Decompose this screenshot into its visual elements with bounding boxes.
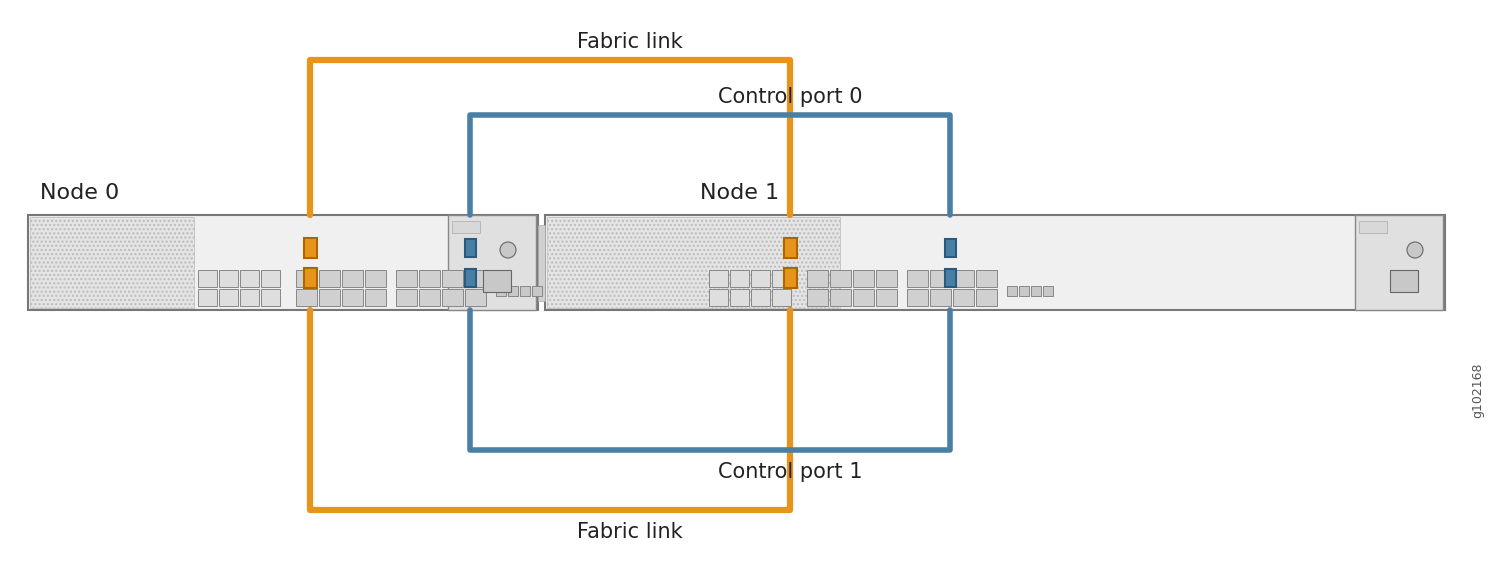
Bar: [807, 289, 828, 306]
Bar: [396, 289, 417, 306]
Bar: [710, 289, 728, 306]
Bar: [448, 215, 536, 310]
Bar: [1390, 270, 1417, 292]
Bar: [442, 270, 464, 287]
Circle shape: [1407, 242, 1424, 258]
Bar: [496, 286, 507, 296]
Bar: [752, 270, 770, 287]
Bar: [240, 289, 260, 306]
Text: Control port 0: Control port 0: [717, 87, 862, 107]
Bar: [520, 286, 531, 296]
Bar: [297, 289, 318, 306]
Text: g102168: g102168: [1472, 362, 1485, 418]
Bar: [420, 270, 441, 287]
Bar: [710, 270, 728, 287]
Text: Fabric link: Fabric link: [578, 522, 682, 542]
Bar: [396, 270, 417, 287]
Bar: [783, 267, 796, 288]
Circle shape: [500, 242, 516, 258]
Text: Control port 1: Control port 1: [717, 462, 862, 482]
Bar: [442, 289, 464, 306]
Bar: [366, 289, 387, 306]
Bar: [908, 289, 928, 306]
Bar: [219, 270, 239, 287]
Bar: [1019, 286, 1029, 296]
Bar: [452, 221, 480, 233]
Bar: [930, 289, 951, 306]
Bar: [483, 270, 512, 292]
Bar: [830, 289, 850, 306]
Text: Node 1: Node 1: [700, 183, 778, 203]
Bar: [342, 270, 363, 287]
Bar: [772, 289, 790, 306]
Bar: [261, 289, 280, 306]
Bar: [538, 224, 544, 301]
Bar: [945, 269, 956, 286]
Bar: [465, 269, 476, 286]
Bar: [730, 289, 748, 306]
Bar: [976, 270, 998, 287]
Bar: [303, 267, 316, 288]
Bar: [908, 270, 928, 287]
Bar: [752, 289, 770, 306]
Bar: [420, 289, 441, 306]
Bar: [830, 270, 850, 287]
Bar: [853, 270, 874, 287]
Bar: [532, 286, 543, 296]
Bar: [509, 286, 519, 296]
Bar: [548, 217, 840, 308]
Bar: [303, 237, 316, 258]
Bar: [465, 270, 486, 287]
Bar: [198, 270, 217, 287]
Bar: [219, 289, 239, 306]
Bar: [30, 217, 195, 308]
Bar: [544, 215, 1444, 310]
Text: Fabric link: Fabric link: [578, 32, 682, 52]
Bar: [1359, 221, 1388, 233]
Bar: [952, 270, 974, 287]
Bar: [198, 289, 217, 306]
Bar: [807, 270, 828, 287]
Bar: [876, 289, 897, 306]
Bar: [342, 289, 363, 306]
Bar: [320, 270, 340, 287]
Bar: [261, 270, 280, 287]
Bar: [1042, 286, 1053, 296]
Bar: [1030, 286, 1041, 296]
Bar: [366, 270, 387, 287]
Bar: [465, 289, 486, 306]
Bar: [952, 289, 974, 306]
Bar: [945, 239, 956, 256]
Bar: [297, 270, 318, 287]
Bar: [1007, 286, 1017, 296]
Bar: [1354, 215, 1443, 310]
Bar: [930, 270, 951, 287]
Bar: [320, 289, 340, 306]
Bar: [853, 289, 874, 306]
Bar: [876, 270, 897, 287]
Bar: [28, 215, 538, 310]
Bar: [772, 270, 790, 287]
Text: Node 0: Node 0: [40, 183, 120, 203]
Bar: [730, 270, 748, 287]
Bar: [976, 289, 998, 306]
Bar: [465, 239, 476, 256]
Bar: [783, 237, 796, 258]
Bar: [240, 270, 260, 287]
